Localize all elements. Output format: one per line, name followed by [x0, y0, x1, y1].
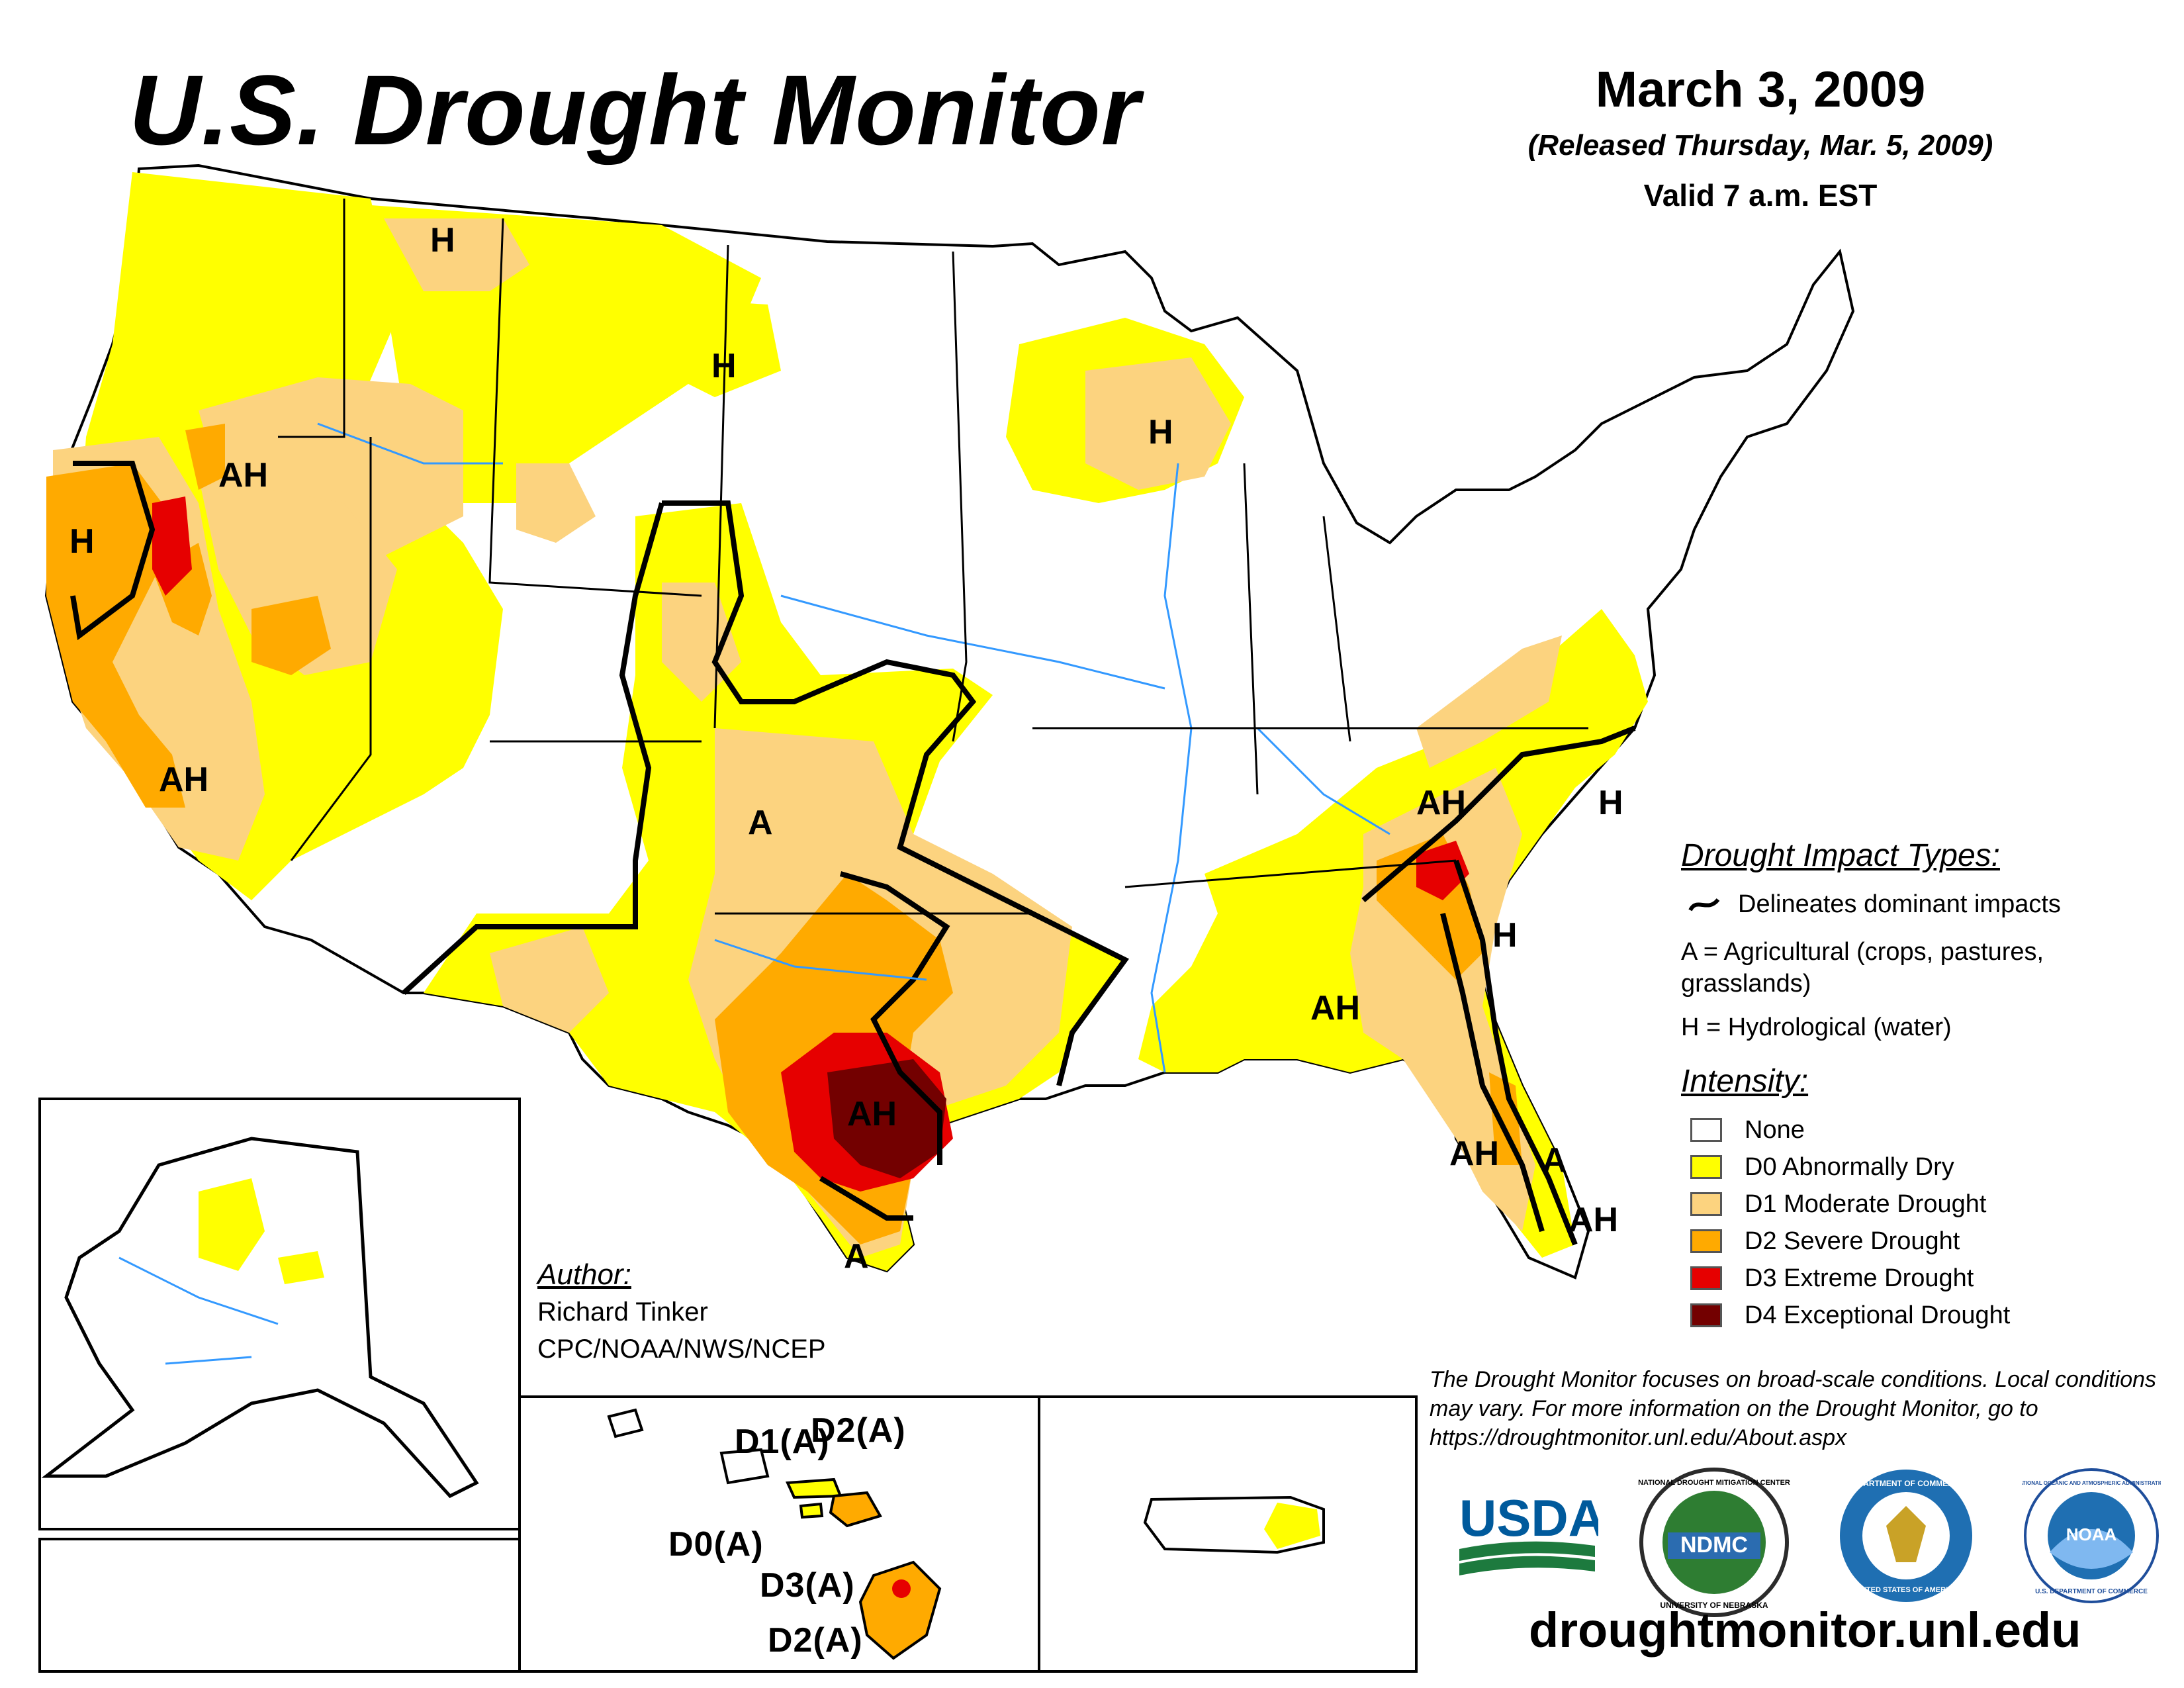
usda-logo: USDA	[1459, 1489, 1598, 1575]
impact-label: H	[711, 347, 737, 385]
hawaii-label: D2(A)	[768, 1621, 863, 1660]
impact-label: AH	[218, 456, 268, 494]
noaa-ring-text: NATIONAL OCEANIC AND ATMOSPHERIC ADMINIS…	[2022, 1480, 2161, 1486]
author-heading: Author:	[537, 1258, 631, 1291]
valid-time: Valid 7 a.m. EST	[1643, 178, 1878, 212]
doc-ring-text-2: UNITED STATES OF AMERICA	[1854, 1586, 1958, 1594]
ndmc-ring-text-2: UNIVERSITY OF NEBRASKA	[1660, 1601, 1768, 1610]
impact-label: AH	[1569, 1201, 1618, 1239]
intensity-row: None	[1681, 1111, 2171, 1149]
intensity-swatch	[1690, 1118, 1722, 1142]
commerce-logo: DEPARTMENT OF COMMERCE UNITED STATES OF …	[1840, 1470, 1972, 1602]
footer-url[interactable]: droughtmonitor.unl.edu	[1529, 1603, 2081, 1658]
intensity-label: D1 Moderate Drought	[1745, 1190, 1987, 1218]
author-name: Richard Tinker	[537, 1297, 708, 1327]
intensity-swatch	[1690, 1192, 1722, 1216]
state-boundaries	[278, 199, 1588, 915]
intensity-row: D1 Moderate Drought	[1681, 1186, 2171, 1223]
impact-label: A	[748, 804, 773, 842]
hawaii-label: D2(A)	[811, 1411, 906, 1450]
intensity-label: D0 Abnormally Dry	[1745, 1152, 1954, 1181]
disclaimer-note: The Drought Monitor focuses on broad-sca…	[1430, 1367, 2157, 1450]
impact-lines	[70, 461, 1636, 1246]
impact-label: H	[1598, 784, 1623, 822]
impact-labels: H H H H AH AH A AH AH H H AH AH A AH A A…	[69, 221, 1623, 1276]
impact-label: H	[430, 221, 455, 259]
intensity-list: None D0 Abnormally Dry D1 Moderate Drought…	[1681, 1111, 2171, 1334]
rivers	[317, 422, 1390, 1073]
legend-delineates: Delineates dominant impacts	[1681, 886, 2171, 923]
impact-label: H	[69, 522, 95, 561]
usda-text: USDA	[1459, 1489, 1598, 1547]
d1-nevada	[199, 477, 397, 675]
map-date: March 3, 2009	[1595, 62, 1926, 118]
alaska-inset	[38, 1098, 521, 1673]
impact-types-heading: Drought Impact Types:	[1681, 838, 2000, 873]
alaska-land	[41, 1137, 479, 1499]
hawaii-label: D1(A)	[735, 1423, 830, 1461]
intensity-row: D4 Exceptional Drought	[1681, 1297, 2171, 1334]
hawaii-inset: D1(A) D2(A) D0(A) D3(A) D2(A)	[518, 1395, 1040, 1673]
impact-line-icon	[1688, 898, 1720, 912]
d1-wyoming	[516, 463, 596, 543]
intensity-label: D4 Exceptional Drought	[1745, 1301, 2011, 1329]
intensity-row: D2 Severe Drought	[1681, 1223, 2171, 1260]
hawaii-label: D3(A)	[760, 1566, 855, 1605]
impact-label: A	[1542, 1141, 1567, 1180]
impact-label: H	[1492, 916, 1518, 955]
noaa-text: NOAA	[2066, 1524, 2117, 1544]
d1-wisconsin	[1085, 357, 1231, 490]
delineates-text: Delineates dominant impacts	[1738, 890, 2061, 918]
hawaii-label: D0(A)	[668, 1525, 764, 1564]
d2-nevada	[251, 596, 331, 675]
hydrological-text: H = Hydrological (water)	[1681, 1013, 1952, 1041]
legend: Drought Impact Types: Delineates dominan…	[1681, 837, 2171, 1334]
intensity-label: D2 Severe Drought	[1745, 1227, 1960, 1255]
puerto-rico-inset	[1038, 1395, 1418, 1673]
d0-north-dakota	[662, 298, 781, 397]
noaa-ring-text-2: U.S. DEPARTMENT OF COMMERCE	[2035, 1588, 2148, 1595]
d2-california	[46, 463, 185, 808]
author-org: CPC/NOAA/NWS/NCEP	[537, 1335, 826, 1364]
d2-florida	[1489, 1072, 1522, 1165]
d2-oregon	[185, 424, 225, 490]
impact-label: AH	[847, 1095, 897, 1133]
ndmc-logo: NDMC NATIONAL DROUGHT MITIGATION CENTER …	[1638, 1468, 1790, 1617]
d1-montana	[384, 218, 529, 291]
map-title: U.S. Drought Monitor	[129, 54, 1141, 165]
release-date: (Released Thursday, Mar. 5, 2009)	[1527, 129, 1993, 162]
d3-nevada-california	[152, 496, 192, 596]
intensity-label: None	[1745, 1115, 1805, 1144]
intensity-row: D3 Extreme Drought	[1681, 1260, 2171, 1297]
impact-label: AH	[1449, 1135, 1499, 1173]
d1-new-mexico	[490, 927, 609, 1033]
impact-label: H	[1148, 413, 1173, 451]
noaa-logo: NOAA NATIONAL OCEANIC AND ATMOSPHERIC AD…	[2022, 1468, 2161, 1603]
agricultural-text: A = Agricultural (crops, pastures, grass…	[1681, 938, 2044, 998]
impact-label: A	[844, 1237, 869, 1276]
impact-label: AH	[1310, 989, 1360, 1027]
intensity-row: D0 Abnormally Dry	[1681, 1149, 2171, 1186]
ndmc-ring-text: NATIONAL DROUGHT MITIGATION CENTER	[1638, 1479, 1790, 1487]
intensity-heading: Intensity:	[1681, 1064, 1809, 1099]
intensity-swatch	[1690, 1303, 1722, 1327]
d3-carolinas	[1416, 841, 1469, 900]
d1-virginia-carolina	[1416, 635, 1562, 768]
intensity-swatch	[1690, 1155, 1722, 1179]
impact-label: AH	[1416, 784, 1466, 822]
doc-ring-text: DEPARTMENT OF COMMERCE	[1847, 1479, 1964, 1488]
intensity-swatch	[1690, 1229, 1722, 1253]
ndmc-text: NDMC	[1680, 1532, 1748, 1558]
alaska-d0	[199, 1178, 265, 1271]
author-block: Author: Richard Tinker CPC/NOAA/NWS/NCEP	[537, 1256, 826, 1368]
intensity-swatch	[1690, 1266, 1722, 1290]
impact-label: AH	[159, 761, 208, 799]
intensity-label: D3 Extreme Drought	[1745, 1264, 1974, 1292]
